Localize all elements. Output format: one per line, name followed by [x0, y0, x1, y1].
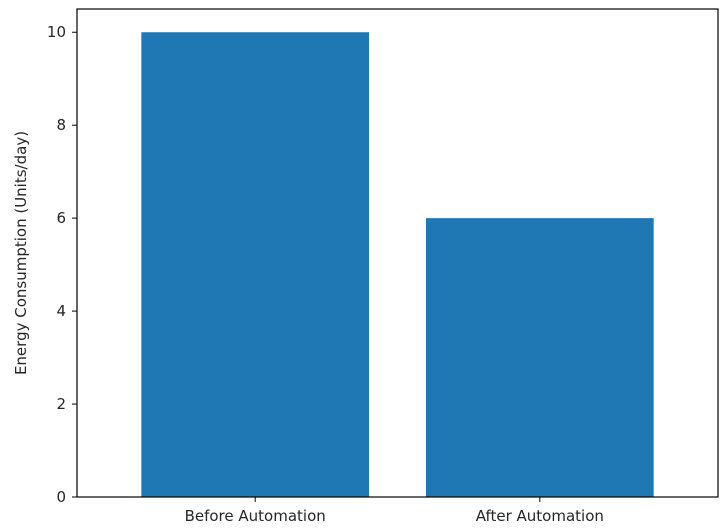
y-tick-label: 0	[56, 488, 66, 506]
plot-frame	[76, 8, 719, 498]
y-axis-ticks: 0 2 4 6 8 10	[47, 23, 77, 506]
bar-before-automation	[141, 32, 370, 497]
y-axis-label: Energy Consumption (Units/day)	[12, 131, 30, 375]
bars	[141, 32, 654, 497]
y-tick-label: 10	[47, 23, 66, 41]
y-tick-label: 8	[56, 116, 66, 134]
y-tick-label: 2	[56, 395, 66, 413]
x-axis-ticks: Before Automation After Automation	[185, 497, 604, 525]
y-tick-label: 6	[56, 209, 66, 227]
x-tick-label: After Automation	[476, 507, 604, 525]
x-tick-label: Before Automation	[185, 507, 326, 525]
bar-after-automation	[425, 218, 654, 497]
axes	[76, 8, 719, 498]
y-tick-label: 4	[56, 302, 66, 320]
